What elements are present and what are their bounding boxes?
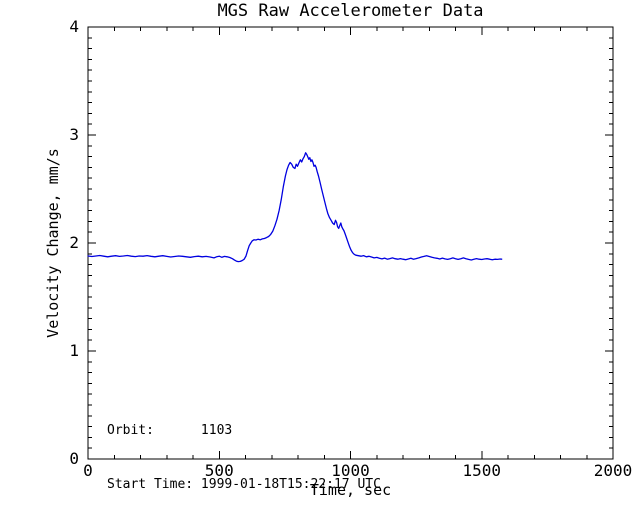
annotation-start-time: Start Time: 1999-01-18T15:22:17 UTC (107, 477, 381, 492)
plot-box (87, 26, 614, 460)
annotation-block: Orbit: 1103 Start Time: 1999-01-18T15:22… (107, 386, 381, 512)
x-tick-label: 500 (204, 461, 234, 480)
chart-title: MGS Raw Accelerometer Data (217, 1, 484, 21)
x-axis-label: Time, sec (309, 481, 392, 499)
x-tick-label: 1000 (331, 461, 370, 480)
y-tick-label: 3 (69, 125, 79, 144)
y-tick-label: 1 (69, 341, 79, 360)
annotation-orbit: Orbit: 1103 (107, 423, 233, 438)
data-line (87, 152, 503, 263)
x-tick-label: 2000 (593, 461, 633, 480)
y-tick-label: 0 (69, 449, 79, 468)
x-tick-label: 1500 (462, 461, 502, 480)
y-tick-label: 4 (69, 17, 79, 36)
x-tick-label: 0 (83, 461, 93, 480)
y-tick-label: 2 (69, 233, 79, 252)
